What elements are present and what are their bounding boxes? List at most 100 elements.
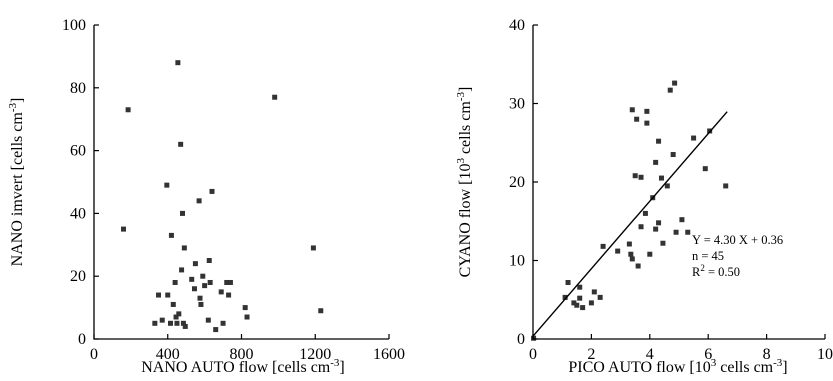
right-data-point xyxy=(571,300,577,306)
right-data-point xyxy=(667,87,673,93)
right-data-point xyxy=(642,210,648,216)
right-data-point xyxy=(658,175,664,181)
left-data-point xyxy=(218,289,224,295)
right-data-point xyxy=(723,183,729,189)
left-x-tick-label: 1600 xyxy=(373,346,405,363)
right-data-point xyxy=(635,263,641,269)
left-data-point xyxy=(191,286,197,292)
right-y-tick-label: 0 xyxy=(517,331,525,348)
left-data-point xyxy=(175,60,181,66)
right-data-point xyxy=(670,152,676,158)
right-data-point xyxy=(634,116,640,122)
left-axes xyxy=(93,25,389,340)
left-data-point xyxy=(156,292,162,298)
left-data-point xyxy=(192,261,198,267)
chart-left: 0 400 800 1200 1600 0 20 40 60 80 100 NANO AUTO fl… xyxy=(7,17,405,376)
left-data-point xyxy=(220,320,226,326)
left-data-point xyxy=(179,267,185,273)
right-data-point xyxy=(656,220,662,226)
right-data-point xyxy=(632,173,638,179)
left-data-point xyxy=(168,320,174,326)
right-data-point xyxy=(562,294,568,300)
right-points xyxy=(531,80,729,341)
left-y-tick-label: 40 xyxy=(70,205,86,222)
left-data-point xyxy=(159,317,165,323)
right-axes xyxy=(532,25,825,340)
right-data-point xyxy=(580,305,586,311)
right-data-point xyxy=(591,289,597,295)
left-data-point xyxy=(227,279,233,285)
left-x-tick-label: 0 xyxy=(90,346,98,363)
right-data-point xyxy=(702,166,708,172)
left-data-point xyxy=(242,305,248,311)
fit-n: n = 45 xyxy=(692,249,724,263)
right-y-tick-label: 40 xyxy=(509,17,525,34)
right-x-tick-label: 4 xyxy=(646,346,654,363)
fit-equation: Y = 4.30 X + 0.36 xyxy=(692,233,783,247)
left-data-point xyxy=(213,327,219,333)
right-data-point xyxy=(638,224,644,230)
right-data-point xyxy=(565,279,571,285)
right-data-point xyxy=(626,241,632,247)
left-x-tick-label: 400 xyxy=(156,346,180,363)
right-y-tick-label: 10 xyxy=(509,253,525,270)
right-data-point xyxy=(629,107,635,113)
left-data-point xyxy=(172,279,178,285)
left-y-tick-label: 100 xyxy=(62,17,86,34)
left-y-tick-label: 80 xyxy=(70,80,86,97)
left-data-point xyxy=(196,198,202,204)
left-data-point xyxy=(207,279,213,285)
left-data-point xyxy=(176,311,182,317)
right-y-tick-label: 30 xyxy=(509,96,525,113)
right-data-point xyxy=(679,217,685,223)
left-data-point xyxy=(189,276,195,282)
left-data-point xyxy=(318,308,324,314)
left-data-point xyxy=(168,232,174,238)
right-fit-line xyxy=(532,111,728,337)
left-data-point xyxy=(180,210,185,216)
right-data-point xyxy=(628,251,634,257)
left-data-point xyxy=(272,94,278,100)
left-x-axis-label: NANO AUTO flow [cells cm-3] xyxy=(141,357,345,376)
left-data-point xyxy=(202,283,208,289)
right-x-tick-label: 10 xyxy=(817,346,833,363)
left-data-point xyxy=(182,323,188,329)
left-data-point xyxy=(198,301,204,307)
left-data-point xyxy=(244,314,250,320)
right-data-point xyxy=(672,80,678,86)
left-data-point xyxy=(121,226,126,232)
right-data-point xyxy=(644,108,650,114)
right-data-point xyxy=(685,229,691,235)
right-data-point xyxy=(577,295,583,301)
right-data-point xyxy=(653,226,659,232)
left-data-point xyxy=(152,320,158,326)
left-data-point xyxy=(170,301,176,307)
right-data-point xyxy=(656,138,662,144)
left-data-point xyxy=(174,320,180,326)
right-y-axis-label: CYANO flow [103 cells cm-3] xyxy=(455,87,474,278)
left-data-point xyxy=(209,188,215,194)
left-ticks: 0 400 800 1200 1600 0 20 40 60 80 100 xyxy=(62,17,405,363)
right-data-point xyxy=(574,302,580,308)
chart-right: 0 2 4 6 8 10 0 10 20 30 40 Y = 4.30 X + 0.36 n = 4… xyxy=(455,17,833,376)
left-data-point xyxy=(205,317,211,323)
right-y-tick-label: 20 xyxy=(509,174,525,191)
right-data-point xyxy=(629,256,635,262)
left-data-point xyxy=(310,245,316,251)
left-y-tick-label: 60 xyxy=(70,143,86,160)
right-data-point xyxy=(600,243,606,249)
right-data-point xyxy=(588,300,594,306)
right-data-point xyxy=(615,248,621,254)
left-data-point xyxy=(125,107,131,113)
fit-r-squared: R2 = 0.50 xyxy=(692,263,740,279)
right-x-tick-label: 8 xyxy=(763,346,771,363)
left-points xyxy=(121,60,324,333)
left-data-point xyxy=(200,273,206,279)
left-x-tick-label: 1200 xyxy=(299,346,331,363)
left-y-tick-label: 20 xyxy=(70,268,86,285)
right-data-point xyxy=(691,135,697,141)
right-data-point xyxy=(577,284,583,290)
left-data-point xyxy=(173,314,179,320)
left-data-point xyxy=(178,141,184,147)
